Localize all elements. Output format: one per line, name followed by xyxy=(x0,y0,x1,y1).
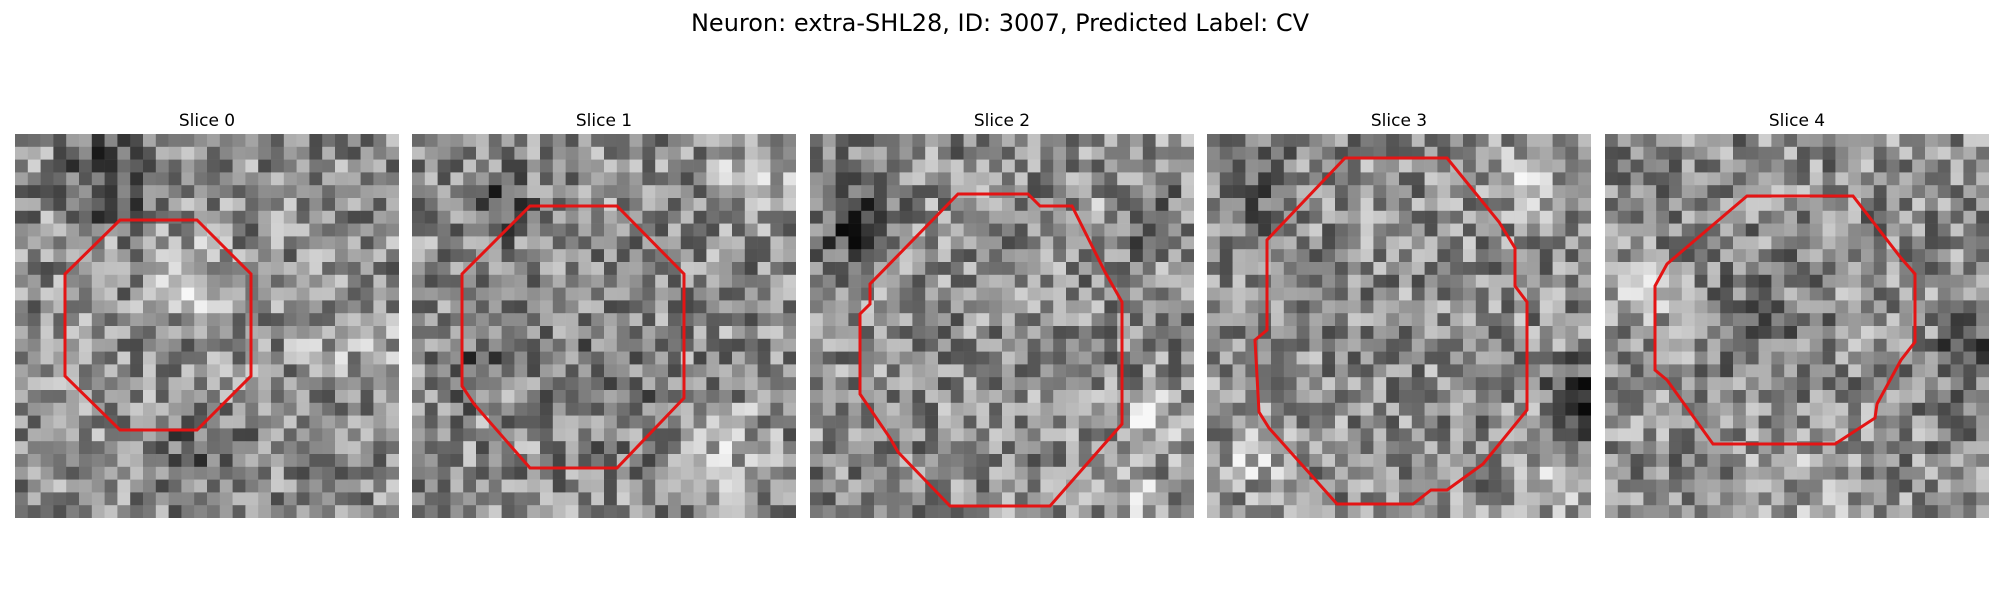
slice-title: Slice 3 xyxy=(1207,110,1591,132)
slice-image xyxy=(810,134,1194,518)
slice-image xyxy=(1605,134,1989,518)
figure-title: Neuron: extra-SHL28, ID: 3007, Predicted… xyxy=(0,8,2000,38)
slice-title: Slice 1 xyxy=(412,110,796,132)
grayscale-pixel-grid xyxy=(15,134,399,518)
slice-image xyxy=(15,134,399,518)
grayscale-pixel-grid xyxy=(412,134,796,518)
slice-title: Slice 2 xyxy=(810,110,1194,132)
slice-title: Slice 0 xyxy=(15,110,399,132)
grayscale-pixel-grid xyxy=(1207,134,1591,518)
slice-image xyxy=(412,134,796,518)
grayscale-pixel-grid xyxy=(1605,134,1989,518)
slice-title: Slice 4 xyxy=(1605,110,1989,132)
slice-image xyxy=(1207,134,1591,518)
grayscale-pixel-grid xyxy=(810,134,1194,518)
